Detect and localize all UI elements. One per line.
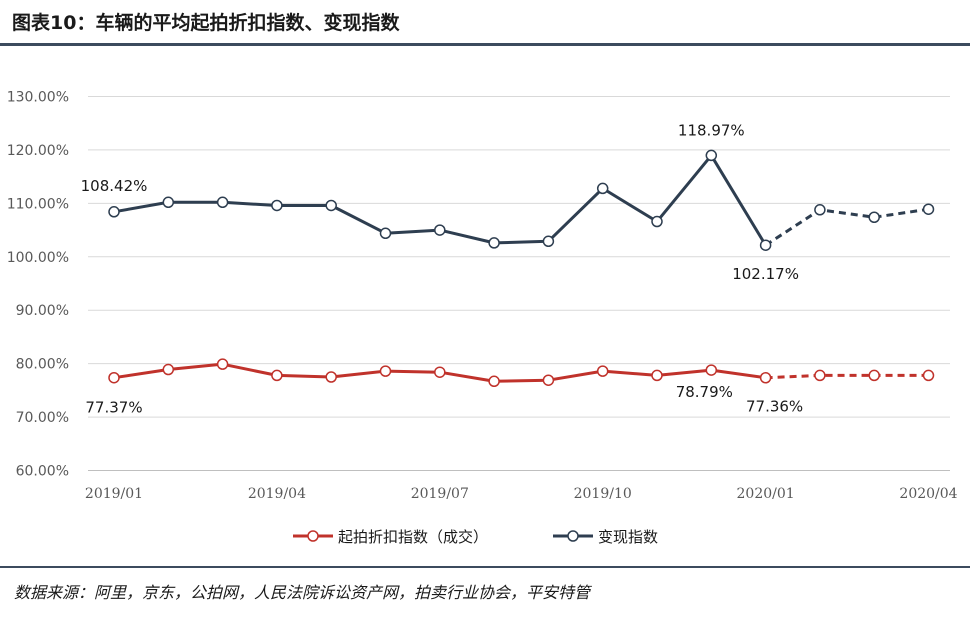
data-point	[542, 235, 555, 248]
data-point	[162, 363, 175, 376]
x-axis-ticks: 2019/01 2019/04 2019/07 2019/10 2020/01 2020/…	[85, 486, 958, 502]
series-line-dashed-1	[764, 207, 929, 247]
series-line-dashed-0	[765, 373, 929, 380]
data-point	[216, 196, 229, 209]
data-point	[922, 203, 935, 215]
x-tick-label: 2020/04	[899, 486, 957, 502]
data-point	[325, 199, 337, 212]
data-point	[596, 182, 609, 195]
x-tick-label: 2019/01	[85, 486, 143, 502]
data-point	[759, 239, 772, 251]
x-tick-label: 2019/04	[248, 486, 306, 502]
data-point	[814, 369, 826, 382]
legend-swatch-marker	[307, 530, 319, 542]
data-point	[271, 369, 283, 382]
data-point	[814, 204, 826, 216]
y-tick-label: 80.00%	[16, 357, 69, 373]
source-note: 数据来源：阿里，京东，公拍网，人民法院诉讼资产网，拍卖行业协会，平安特管	[14, 583, 591, 602]
data-point	[542, 374, 555, 386]
data-point	[651, 215, 663, 228]
data-point	[108, 371, 120, 384]
series-layer	[108, 149, 935, 388]
y-tick-label: 70.00%	[16, 410, 69, 426]
grid-lines	[88, 96, 950, 471]
data-point	[759, 371, 772, 384]
y-tick-label: 100.00%	[7, 250, 69, 266]
data-point	[651, 369, 663, 382]
data-point	[434, 366, 446, 378]
chart-title: 图表10：车辆的平均起拍折扣指数、变现指数	[12, 12, 400, 34]
y-tick-label: 90.00%	[16, 303, 69, 319]
x-tick-label: 2019/10	[574, 486, 632, 502]
y-tick-label: 110.00%	[7, 196, 69, 212]
data-label: 102.17%	[732, 265, 799, 283]
data-point	[868, 211, 880, 223]
data-label: 77.37%	[85, 399, 142, 417]
data-point	[108, 206, 120, 218]
data-label: 118.97%	[678, 121, 745, 139]
data-point	[922, 369, 935, 382]
y-tick-label: 120.00%	[7, 143, 69, 159]
x-tick-label: 2019/07	[411, 486, 469, 502]
data-point	[216, 358, 229, 370]
y-axis-ticks: 60.00% 70.00% 80.00% 90.00% 100.00% 110.00% 12…	[7, 90, 69, 480]
data-point	[379, 227, 392, 240]
x-tick-label: 2020/01	[737, 486, 795, 502]
data-point	[379, 365, 392, 377]
data-point	[271, 199, 283, 212]
data-point	[868, 369, 880, 382]
line-chart: 60.00% 70.00% 80.00% 90.00% 100.00% 110.00% 12…	[7, 90, 958, 547]
y-tick-label: 60.00%	[16, 464, 69, 480]
data-point	[488, 375, 500, 388]
y-tick-label: 130.00%	[7, 90, 69, 106]
data-label: 108.42%	[81, 177, 148, 195]
data-point	[162, 196, 175, 209]
data-label: 77.36%	[746, 398, 803, 416]
data-point	[705, 149, 718, 162]
legend-label: 变现指数	[598, 528, 658, 546]
data-point	[325, 371, 337, 383]
data-point	[434, 224, 446, 236]
footer-rule	[0, 566, 970, 568]
legend-label: 起拍折扣指数（成交）	[338, 528, 488, 546]
data-point	[596, 365, 609, 377]
data-point	[705, 364, 718, 376]
legend-swatch-marker	[567, 530, 579, 542]
data-labels: 108.42% 118.97% 102.17% 77.37% 78.79% 77.36%	[81, 121, 804, 416]
legend: 起拍折扣指数（成交） 变现指数	[293, 528, 658, 546]
data-label: 78.79%	[676, 383, 733, 401]
title-rule	[0, 43, 970, 46]
data-point	[488, 237, 500, 249]
